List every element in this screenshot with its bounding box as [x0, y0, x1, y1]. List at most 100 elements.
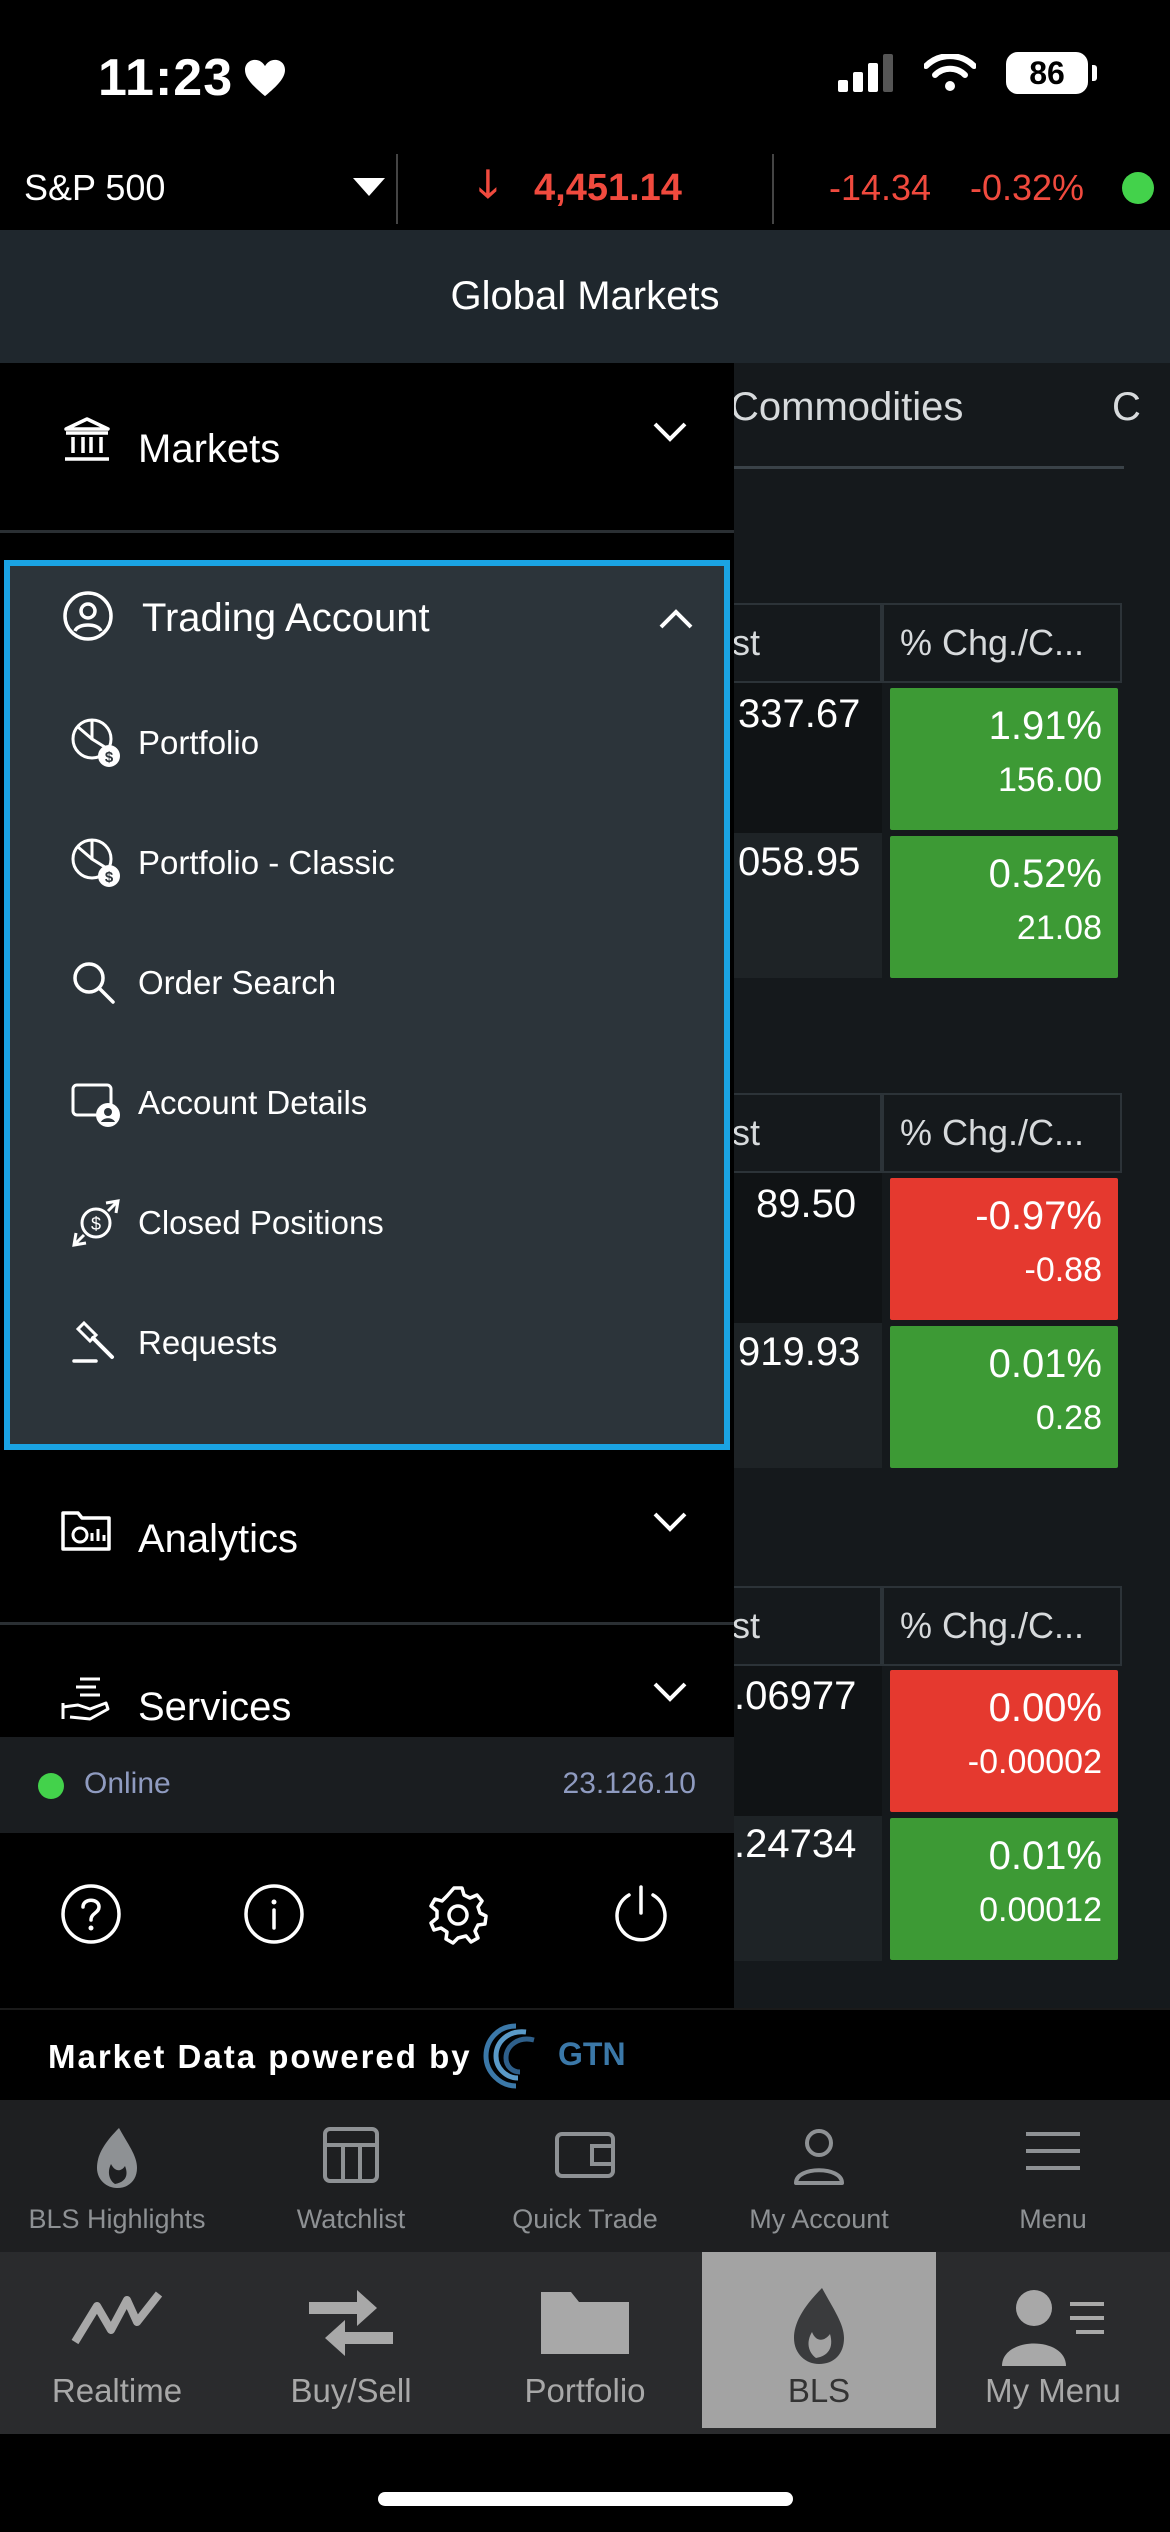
closed-positions-icon: $ — [72, 1199, 120, 1247]
tab-menu[interactable]: Menu — [936, 2100, 1170, 2252]
primary-tab-bar: Realtime Buy/Sell Portfolio BLS My Menu — [0, 2252, 1170, 2434]
index-ticker[interactable]: S&P 500 🡓 4,451.14 -14.34 -0.32% — [0, 148, 1170, 228]
battery-indicator: 86 — [1006, 52, 1097, 94]
gear-icon[interactable] — [427, 1883, 489, 1945]
user-circle-icon — [63, 591, 113, 641]
menu-item-closed-positions[interactable]: $ Closed Positions — [70, 1183, 724, 1263]
tab-portfolio[interactable]: Portfolio — [468, 2252, 702, 2428]
table-row[interactable] — [730, 683, 882, 833]
menu-item-requests[interactable]: Requests — [70, 1303, 724, 1383]
last-price: .06977 — [734, 1674, 857, 1718]
change-cell: 0.00% -0.00002 — [890, 1670, 1118, 1812]
menu-item-label: Portfolio - Classic — [138, 844, 395, 881]
tab-bls-highlights[interactable]: BLS Highlights — [0, 2100, 234, 2252]
divider — [0, 1622, 734, 1625]
secondary-tab-bar: BLS Highlights Watchlist Quick Trade My … — [0, 2100, 1170, 2252]
index-percent: -0.32% — [970, 167, 1085, 208]
tab-realtime[interactable]: Realtime — [0, 2252, 234, 2428]
divider — [772, 154, 774, 224]
change-cell: 1.91% 156.00 — [890, 688, 1118, 830]
table-row[interactable] — [730, 1816, 882, 1961]
menu-item-label: Portfolio — [138, 724, 260, 761]
menu-item-portfolio-classic[interactable]: $ Portfolio - Classic — [70, 823, 724, 903]
column-header-last: st — [730, 603, 882, 683]
portfolio-classic-icon: $ — [71, 838, 120, 887]
tab-quick-trade[interactable]: Quick Trade — [468, 2100, 702, 2252]
connection-status-bar: Online 23.126.10 — [0, 1737, 734, 1833]
bls-flame-icon — [97, 2128, 137, 2188]
column-header-change: % Chg./C... — [882, 603, 1122, 683]
index-price: 4,451.14 — [534, 166, 682, 209]
last-price: 89.50 — [756, 1182, 857, 1226]
online-label: Online — [84, 1767, 171, 1800]
tab-watchlist[interactable]: Watchlist — [234, 2100, 468, 2252]
svg-text:$: $ — [105, 749, 114, 766]
menu-item-order-search[interactable]: Order Search — [70, 943, 724, 1023]
chevron-down-icon — [653, 422, 687, 442]
account-details-icon — [71, 1083, 120, 1127]
table-row[interactable] — [730, 1173, 882, 1323]
page-title: Global Markets — [0, 230, 1170, 363]
gtn-logo-icon — [483, 2023, 535, 2089]
buy-sell-arrows-icon — [309, 2290, 393, 2356]
power-icon[interactable] — [610, 1883, 672, 1945]
user-list-icon — [1002, 2290, 1104, 2366]
home-indicator[interactable] — [378, 2492, 793, 2506]
index-name[interactable]: S&P 500 — [24, 167, 166, 208]
column-header-last: st — [730, 1586, 882, 1666]
portfolio-pie-icon: $ — [71, 718, 120, 767]
services-hand-icon — [61, 1677, 110, 1721]
last-price: 919.93 — [738, 1330, 861, 1374]
index-dropdown-caret-icon[interactable] — [353, 178, 385, 196]
table-row[interactable] — [730, 833, 882, 978]
status-icons: 86 — [838, 52, 1097, 94]
analytics-folder-icon — [61, 1511, 111, 1551]
column-header-change: % Chg./C... — [882, 1586, 1122, 1666]
table-row[interactable] — [730, 1666, 882, 1816]
index-change: -14.34 — [829, 167, 932, 208]
menu-item-label: Requests — [138, 1324, 278, 1361]
online-indicator — [38, 1773, 64, 1799]
menu-section-markets[interactable]: Markets — [0, 365, 734, 533]
services-label: Services — [138, 1685, 292, 1729]
table-row[interactable] — [730, 1323, 882, 1468]
svg-text:$: $ — [91, 1214, 101, 1234]
app-version: 23.126.10 — [562, 1767, 696, 1800]
column-header-change: % Chg./C... — [882, 1093, 1122, 1173]
menu-item-label: Order Search — [138, 964, 337, 1001]
heart-icon — [245, 59, 286, 97]
menu-item-label: Closed Positions — [138, 1204, 384, 1241]
gtn-brand: GTN — [558, 2036, 626, 2072]
menu-item-portfolio[interactable]: $ Portfolio — [70, 703, 724, 783]
hamburger-menu-icon — [1026, 2132, 1080, 2170]
trading-account-header[interactable]: Trading Account — [10, 566, 724, 686]
column-header-last: st — [730, 1093, 882, 1173]
change-cell: 0.52% 21.08 — [890, 836, 1118, 978]
folder-icon — [541, 2292, 629, 2354]
divider — [0, 530, 734, 533]
last-price: 058.95 — [738, 840, 861, 884]
market-data-attribution: Market Data powered by GTN — [0, 2008, 1170, 2098]
menu-section-services[interactable]: Services — [0, 1625, 734, 1737]
help-icon[interactable] — [60, 1883, 122, 1945]
tab-buy-sell[interactable]: Buy/Sell — [234, 2252, 468, 2428]
menu-item-account-details[interactable]: Account Details — [70, 1063, 724, 1143]
tab-next[interactable]: C — [1112, 385, 1141, 429]
signal-icon — [838, 54, 893, 92]
tab-underline — [734, 466, 1124, 469]
info-icon[interactable] — [243, 1883, 305, 1945]
attribution-text: Market Data powered by — [48, 2038, 472, 2075]
watchlist-grid-icon — [323, 2127, 379, 2183]
wallet-icon — [555, 2132, 615, 2178]
tab-bls[interactable]: BLS — [702, 2252, 936, 2428]
home-area — [0, 2434, 1170, 2532]
search-icon — [73, 962, 115, 1004]
bls-flame-icon — [794, 2288, 844, 2364]
menu-section-analytics[interactable]: Analytics — [0, 1455, 734, 1623]
tab-my-menu[interactable]: My Menu — [936, 2252, 1170, 2428]
chevron-down-icon — [653, 1512, 687, 1532]
tab-my-account[interactable]: My Account — [702, 2100, 936, 2252]
tab-commodities[interactable]: Commodities — [730, 385, 964, 429]
menu-item-label: Account Details — [138, 1084, 368, 1121]
market-open-indicator — [1122, 172, 1154, 204]
